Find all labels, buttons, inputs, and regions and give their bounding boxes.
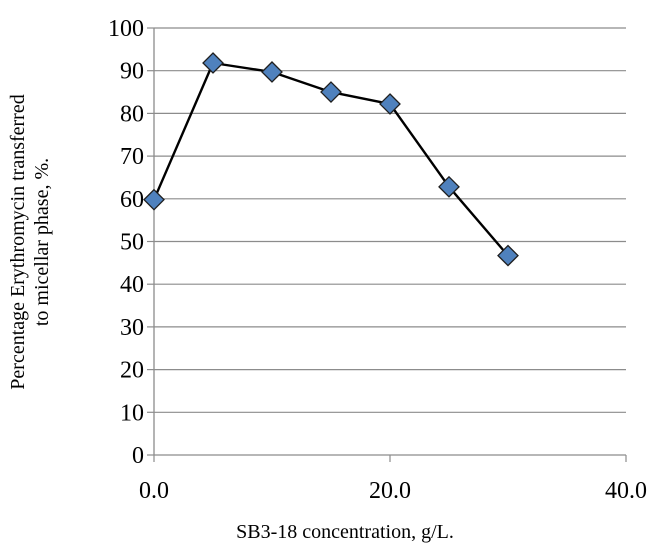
y-tick-label: 60 bbox=[120, 187, 144, 213]
x-tick-labels: 0.0 20.0 40.0 bbox=[139, 478, 647, 504]
diamond-marker bbox=[143, 188, 165, 211]
y-tick-label: 100 bbox=[108, 16, 144, 42]
y-axis-title: Percentage Erythromycin transferred to m… bbox=[7, 94, 53, 389]
x-tick-label: 20.0 bbox=[369, 478, 411, 504]
y-tick-labels: 0 10 20 30 40 50 60 70 80 90 100 bbox=[108, 16, 144, 469]
data-markers bbox=[143, 52, 519, 267]
y-tick-label: 20 bbox=[120, 358, 144, 384]
y-tick-label: 40 bbox=[120, 272, 144, 298]
y-axis-title-line-1: Percentage Erythromycin transferred bbox=[7, 94, 29, 389]
axes bbox=[147, 27, 627, 462]
y-tick-label: 50 bbox=[120, 230, 144, 256]
y-axis-title-line-2: to micellar phase, %. bbox=[31, 158, 53, 326]
x-tick-label: 0.0 bbox=[139, 478, 169, 504]
diamond-marker bbox=[261, 61, 283, 83]
diamond-marker bbox=[438, 175, 460, 198]
y-tick-label: 0 bbox=[132, 443, 144, 469]
y-tick-label: 30 bbox=[120, 315, 144, 341]
gridlines bbox=[154, 27, 626, 413]
y-tick-label: 80 bbox=[120, 101, 144, 127]
diamond-marker bbox=[320, 81, 342, 103]
y-tick-label: 90 bbox=[120, 59, 144, 85]
diamond-marker bbox=[497, 244, 519, 267]
diamond-marker bbox=[379, 93, 401, 115]
y-tick-label: 10 bbox=[120, 400, 144, 426]
y-tick-label: 70 bbox=[120, 144, 144, 170]
x-tick-label: 40.0 bbox=[605, 478, 647, 504]
x-axis-title: SB3-18 concentration, g/L. bbox=[236, 521, 454, 543]
diamond-marker bbox=[202, 52, 224, 74]
